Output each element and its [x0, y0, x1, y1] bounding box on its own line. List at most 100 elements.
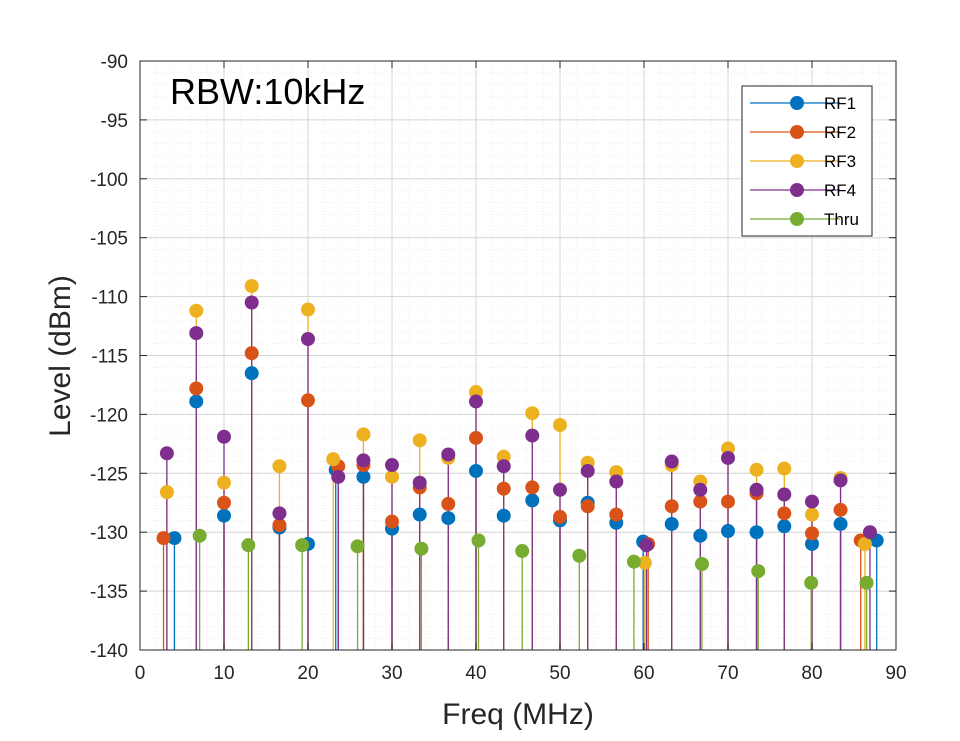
- marker-rf4: [272, 506, 287, 521]
- y-tick-label: -100: [90, 170, 128, 191]
- x-tick-label: 40: [465, 663, 486, 684]
- legend-marker-rf2: [790, 125, 804, 139]
- marker-rf1: [244, 366, 259, 381]
- marker-rf4: [412, 475, 427, 490]
- x-tick-label: 10: [213, 663, 234, 684]
- marker-rf4: [553, 482, 567, 497]
- y-axis-title: Level (dBm): [44, 275, 77, 437]
- marker-rf3: [553, 418, 567, 433]
- marker-rf4: [777, 487, 792, 502]
- x-tick-label: 60: [633, 663, 654, 684]
- legend-label-rf1: RF1: [824, 94, 856, 113]
- marker-rf3: [189, 303, 204, 318]
- y-tick-label: -125: [90, 464, 128, 485]
- marker-rf4: [749, 482, 764, 497]
- marker-thru: [414, 541, 429, 556]
- marker-rf4: [159, 446, 174, 461]
- marker-rf1: [525, 493, 540, 508]
- legend-marker-rf4: [790, 183, 804, 197]
- rbw-annotation: RBW:10kHz: [170, 71, 365, 112]
- marker-rf3: [525, 406, 540, 421]
- marker-rf1: [189, 394, 204, 409]
- marker-thru: [295, 538, 310, 553]
- marker-rf2: [385, 514, 399, 529]
- marker-rf4: [496, 459, 511, 474]
- marker-thru: [694, 557, 709, 572]
- y-tick-label: -95: [101, 111, 128, 132]
- marker-rf2: [272, 518, 287, 533]
- marker-rf3: [356, 427, 371, 442]
- marker-rf3: [637, 555, 652, 570]
- marker-thru: [751, 564, 766, 579]
- marker-rf4: [609, 474, 624, 489]
- marker-thru: [471, 533, 486, 548]
- x-tick-label: 0: [135, 663, 146, 684]
- y-tick-label: -120: [90, 405, 128, 426]
- marker-rf4: [244, 295, 259, 310]
- marker-rf1: [833, 516, 848, 531]
- x-tick-label: 90: [885, 663, 906, 684]
- x-tick-label: 80: [801, 663, 822, 684]
- marker-rf3: [385, 469, 399, 484]
- marker-rf4: [862, 525, 877, 540]
- marker-rf1: [167, 531, 182, 546]
- marker-rf4: [580, 463, 595, 478]
- marker-rf2: [777, 506, 792, 521]
- marker-rf2: [156, 531, 171, 546]
- marker-rf3: [301, 302, 315, 317]
- marker-rf2: [441, 496, 456, 511]
- y-tick-label: -140: [90, 641, 128, 662]
- marker-thru: [572, 548, 587, 563]
- marker-thru: [350, 539, 365, 554]
- marker-thru: [241, 538, 256, 553]
- markers: [156, 278, 884, 590]
- marker-rf2: [469, 430, 483, 445]
- marker-rf4: [833, 473, 848, 488]
- y-tick-labels: -90 -95 -100 -105 -110 -115 -120 -125 -130 -135 -1…: [90, 52, 128, 662]
- ticks: [139, 60, 897, 651]
- marker-rf4: [331, 469, 346, 484]
- marker-rf4: [664, 454, 679, 469]
- x-tick-label: 50: [549, 663, 570, 684]
- marker-rf2: [189, 381, 204, 396]
- marker-rf2: [833, 502, 848, 517]
- marker-rf1: [356, 469, 371, 484]
- marker-rf2: [721, 494, 735, 509]
- marker-rf2: [693, 494, 708, 509]
- marker-thru: [192, 528, 207, 543]
- marker-rf3: [272, 459, 287, 474]
- marker-rf1: [217, 508, 231, 523]
- marker-rf2: [580, 499, 595, 514]
- stems: [162, 285, 878, 650]
- marker-rf1: [412, 507, 427, 522]
- legend-label-thru: Thru: [824, 210, 859, 229]
- marker-rf3: [805, 507, 819, 522]
- marker-rf2: [805, 526, 819, 541]
- marker-rf1: [777, 519, 792, 534]
- marker-rf4: [639, 538, 654, 553]
- marker-rf4: [469, 394, 483, 409]
- marker-rf1: [749, 525, 764, 540]
- marker-thru: [626, 554, 641, 569]
- marker-rf3: [244, 278, 259, 293]
- x-tick-label: 30: [381, 663, 402, 684]
- marker-rf4: [721, 450, 735, 465]
- marker-rf2: [553, 509, 567, 524]
- marker-rf4: [385, 458, 399, 473]
- marker-thru: [804, 575, 819, 590]
- marker-rf2: [525, 480, 540, 495]
- legend-marker-rf3: [790, 154, 804, 168]
- marker-rf4: [525, 428, 540, 443]
- marker-rf3: [777, 461, 792, 476]
- marker-rf1: [496, 508, 511, 523]
- marker-rf1: [693, 528, 708, 543]
- marker-rf2: [496, 481, 511, 496]
- marker-thru: [859, 575, 874, 590]
- marker-rf3: [326, 452, 341, 467]
- x-axis-title: Freq (MHz): [442, 698, 594, 731]
- marker-rf3: [857, 536, 872, 551]
- legend: RF1 RF2 RF3 RF4 Thru: [741, 85, 873, 237]
- legend-marker-thru: [790, 212, 804, 226]
- legend-label-rf3: RF3: [824, 152, 856, 171]
